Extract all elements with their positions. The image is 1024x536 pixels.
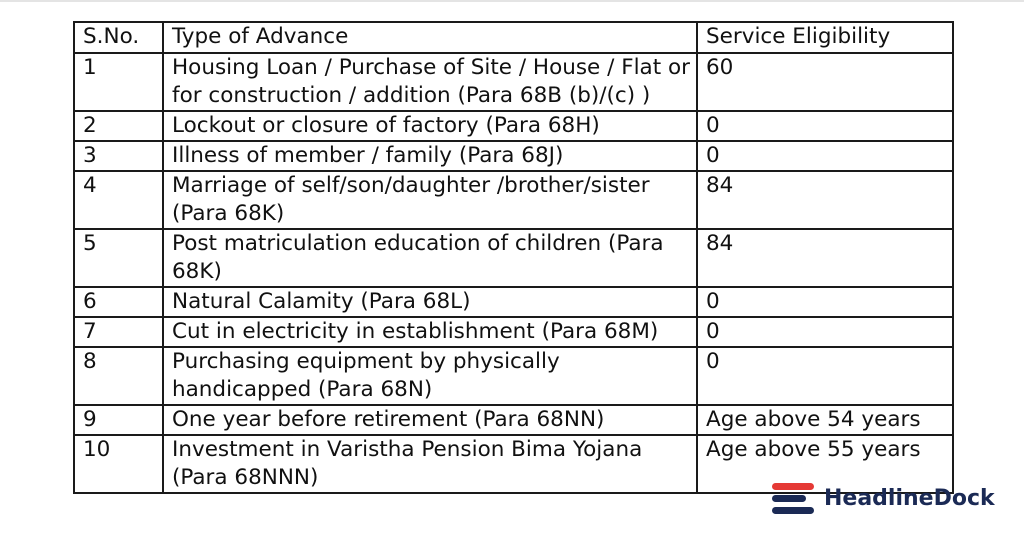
cell-eligibility: Age above 55 years	[696, 434, 954, 494]
advance-table: S.No. Type of Advance Service Eligibilit…	[73, 21, 954, 494]
cell-eligibility: 0	[696, 286, 954, 318]
cell-sno: 6	[73, 286, 164, 318]
table-row: 8 Purchasing equipment by physically han…	[73, 346, 954, 406]
cell-type: Lockout or closure of factory (Para 68H)	[162, 110, 698, 142]
cell-sno: 10	[73, 434, 164, 494]
top-divider	[0, 0, 1024, 2]
cell-type: Housing Loan / Purchase of Site / House …	[162, 52, 698, 112]
cell-type: Natural Calamity (Para 68L)	[162, 286, 698, 318]
cell-sno: 9	[73, 404, 164, 436]
table-row: 5 Post matriculation education of childr…	[73, 228, 954, 288]
cell-eligibility: 84	[696, 228, 954, 288]
table-row: 9 One year before retirement (Para 68NN)…	[73, 404, 954, 436]
cell-type: Purchasing equipment by physically handi…	[162, 346, 698, 406]
logo-text: HeadlineDock	[824, 486, 995, 511]
cell-sno: 3	[73, 140, 164, 172]
header-type: Type of Advance	[162, 21, 698, 54]
cell-eligibility: 60	[696, 52, 954, 112]
table-row: 1 Housing Loan / Purchase of Site / Hous…	[73, 52, 954, 112]
cell-eligibility: 84	[696, 170, 954, 230]
header-eligibility: Service Eligibility	[696, 21, 954, 54]
cell-type: Investment in Varistha Pension Bima Yoja…	[162, 434, 698, 494]
cell-sno: 1	[73, 52, 164, 112]
cell-sno: 7	[73, 316, 164, 348]
table-row: 2 Lockout or closure of factory (Para 68…	[73, 110, 954, 142]
logo-bar-bottom	[772, 507, 814, 514]
cell-sno: 8	[73, 346, 164, 406]
cell-eligibility: Age above 54 years	[696, 404, 954, 436]
cell-type: Illness of member / family (Para 68J)	[162, 140, 698, 172]
logo-bar-accent	[772, 483, 814, 490]
cell-sno: 2	[73, 110, 164, 142]
cell-type: One year before retirement (Para 68NN)	[162, 404, 698, 436]
header-sno: S.No.	[73, 21, 164, 54]
cell-type: Marriage of self/son/daughter /brother/s…	[162, 170, 698, 230]
cell-eligibility: 0	[696, 346, 954, 406]
table-row: 6 Natural Calamity (Para 68L) 0	[73, 286, 954, 318]
table-row: 4 Marriage of self/son/daughter /brother…	[73, 170, 954, 230]
cell-sno: 5	[73, 228, 164, 288]
cell-type: Post matriculation education of children…	[162, 228, 698, 288]
cell-eligibility: 0	[696, 110, 954, 142]
cell-eligibility: 0	[696, 140, 954, 172]
logo-bars-icon	[772, 482, 814, 518]
table-row: 10 Investment in Varistha Pension Bima Y…	[73, 434, 954, 494]
logo-bar-middle	[772, 495, 806, 502]
table-row: 3 Illness of member / family (Para 68J) …	[73, 140, 954, 172]
table-header-row: S.No. Type of Advance Service Eligibilit…	[73, 21, 954, 54]
cell-eligibility: 0	[696, 316, 954, 348]
cell-sno: 4	[73, 170, 164, 230]
table-row: 7 Cut in electricity in establishment (P…	[73, 316, 954, 348]
cell-type: Cut in electricity in establishment (Par…	[162, 316, 698, 348]
headlinedock-logo: HeadlineDock	[772, 482, 1012, 522]
